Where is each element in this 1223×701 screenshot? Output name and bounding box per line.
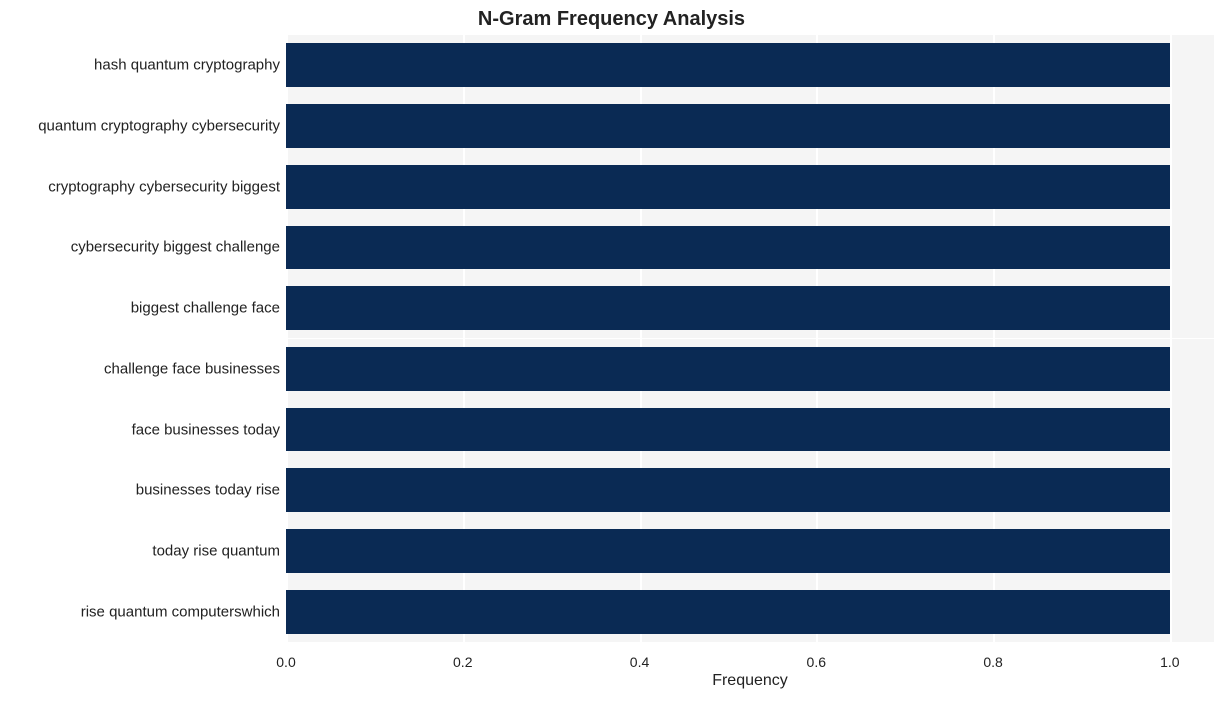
bar — [286, 468, 1170, 512]
y-axis-label: biggest challenge face — [131, 300, 280, 317]
bar — [286, 590, 1170, 634]
y-axis-label: cryptography cybersecurity biggest — [48, 178, 280, 195]
x-axis-labels: 0.00.20.40.60.81.0 — [286, 646, 1214, 668]
x-axis-tick-label: 0.6 — [807, 654, 826, 670]
y-axis-label: quantum cryptography cybersecurity — [38, 118, 280, 135]
ngram-frequency-chart: N-Gram Frequency Analysis hash quantum c… — [0, 0, 1223, 701]
bars-group — [286, 35, 1214, 642]
bar — [286, 347, 1170, 391]
x-axis-tick-label: 0.2 — [453, 654, 472, 670]
y-axis-label: challenge face businesses — [104, 360, 280, 377]
y-axis-label: businesses today rise — [136, 482, 280, 499]
bar — [286, 104, 1170, 148]
x-axis-tick-label: 0.4 — [630, 654, 649, 670]
y-axis-label: today rise quantum — [152, 542, 280, 559]
y-axis-label: face businesses today — [132, 421, 280, 438]
bar — [286, 165, 1170, 209]
x-axis-tick-label: 0.8 — [983, 654, 1002, 670]
bar — [286, 408, 1170, 452]
y-axis-label: cybersecurity biggest challenge — [71, 239, 280, 256]
bar — [286, 226, 1170, 270]
chart-title: N-Gram Frequency Analysis — [0, 8, 1223, 31]
x-axis-title: Frequency — [286, 672, 1214, 690]
plot-area — [286, 35, 1214, 642]
bar — [286, 286, 1170, 330]
y-axis-label: rise quantum computerswhich — [81, 603, 280, 620]
y-axis-label: hash quantum cryptography — [94, 57, 280, 74]
x-axis-tick-label: 1.0 — [1160, 654, 1179, 670]
bar — [286, 43, 1170, 87]
x-axis-tick-label: 0.0 — [276, 654, 295, 670]
bar — [286, 529, 1170, 573]
y-axis-labels: hash quantum cryptography quantum cryptog… — [0, 35, 280, 642]
